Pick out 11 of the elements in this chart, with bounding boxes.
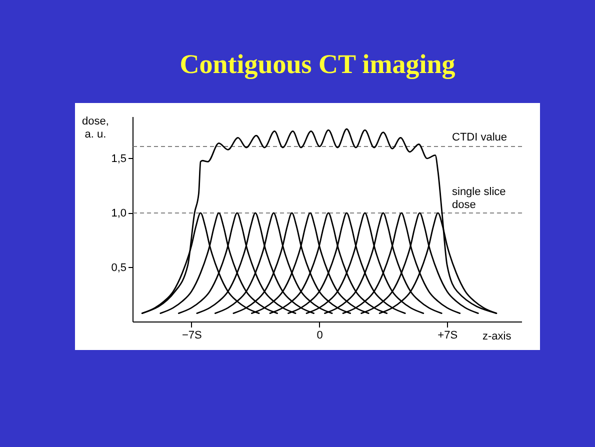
y-axis-title: dose, a. u.: [82, 116, 109, 140]
x-tick-label: 0: [316, 330, 323, 342]
y-tick-label: 0,5: [111, 262, 126, 274]
ref-line-label: CTDI value: [452, 131, 508, 144]
ref-line-label: single slice dose: [452, 186, 506, 211]
y-tick-label: 1,0: [111, 207, 126, 220]
chart-title: Contiguous CT imaging: [180, 49, 456, 79]
x-axis-title: z-axis: [482, 330, 512, 342]
x-tick-label: +7S: [438, 330, 458, 342]
x-tick-label: −7S: [182, 330, 202, 342]
y-tick-label: 1,5: [111, 152, 126, 165]
